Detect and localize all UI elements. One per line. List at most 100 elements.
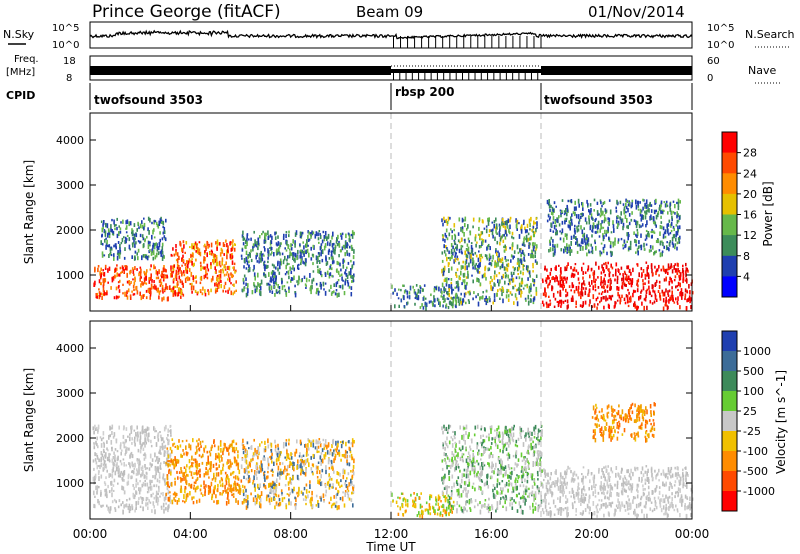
heatmap-cell [194,451,197,455]
heatmap-cell [501,221,503,226]
heatmap-cell [257,272,259,278]
heatmap-cell [149,268,152,271]
heatmap-cell [335,282,338,288]
heatmap-cell [342,279,344,282]
heatmap-cell [215,257,218,262]
heatmap-cell [281,285,284,291]
heatmap-cell [607,279,610,284]
heatmap-cell [173,497,175,501]
heatmap-cell [445,303,448,307]
heatmap-cell [151,248,153,254]
heatmap-cell [192,275,194,280]
heatmap-cell [573,289,576,294]
heatmap-cell [242,235,245,241]
heatmap-cell [103,481,106,484]
heatmap-cell [294,451,296,457]
heatmap-cell [560,283,563,288]
heatmap-cell [338,449,340,454]
heatmap-cell [111,447,113,450]
heatmap-cell [523,244,526,247]
heatmap-cell [610,263,612,268]
heatmap-cell [205,467,208,471]
heatmap-cell [320,452,323,455]
heatmap-cell [165,502,167,505]
heatmap-cell [475,295,477,299]
heatmap-cell [141,255,143,261]
heatmap-cell [594,225,597,229]
heatmap-cell [203,485,205,489]
heatmap-cell [646,288,649,291]
heatmap-cell [128,503,131,508]
heatmap-cell [514,293,517,298]
heatmap-cell [113,219,115,225]
heatmap-cell [175,277,178,281]
heatmap-cell [413,492,415,495]
heatmap-cell [228,483,230,487]
heatmap-cell [640,225,642,228]
heatmap-cell [116,226,118,231]
heatmap-cell [454,286,456,289]
heatmap-cell [174,493,177,498]
heatmap-cell [541,300,544,304]
heatmap-cell [664,203,667,208]
heatmap-cell [132,293,135,296]
heatmap-cell [545,292,547,297]
heatmap-cell [331,291,334,294]
heatmap-cell [449,216,451,220]
heatmap-cell [612,220,614,225]
heatmap-cell [331,243,334,248]
heatmap-cell [325,489,327,494]
heatmap-cell [665,299,667,304]
heatmap-cell [491,231,494,236]
heatmap-cell [224,489,226,492]
heatmap-cell [94,280,96,286]
heatmap-cell [311,496,313,502]
heatmap-cell [680,288,683,293]
heatmap-cell [316,256,319,259]
heatmap-cell [170,429,172,434]
heatmap-cell [217,445,220,451]
heatmap-cell [532,266,534,269]
heatmap-cell [344,449,347,454]
heatmap-cell [640,233,642,238]
heatmap-cell [119,266,122,270]
heatmap-cell [660,200,663,205]
heatmap-cell [208,476,210,479]
heatmap-cell [155,442,158,447]
heatmap-cell [578,221,580,225]
heatmap-cell [264,237,267,242]
heatmap-cell [669,202,671,207]
heatmap-cell [317,268,319,274]
heatmap-cell [346,485,349,491]
heatmap-cell [123,442,125,447]
heatmap-cell [219,440,222,444]
heatmap-cell [175,274,178,279]
heatmap-cell [327,233,330,239]
heatmap-cell [572,268,574,272]
heatmap-cell [670,229,673,233]
heatmap-cell [593,304,596,308]
heatmap-cell [676,272,678,275]
heatmap-cell [100,220,103,223]
heatmap-cell [424,301,427,306]
heatmap-cell [243,237,246,241]
heatmap-cell [422,297,425,301]
heatmap-cell [145,271,147,277]
heatmap-cell [195,469,198,475]
heatmap-cell [425,306,427,311]
heatmap-cell [106,290,108,293]
heatmap-cell [151,279,153,283]
heatmap-cell [106,469,108,473]
heatmap-cell [264,247,266,252]
heatmap-cell [418,511,420,515]
heatmap-cell [644,282,646,285]
heatmap-cell [259,483,261,488]
heatmap-cell [159,278,162,284]
heatmap-cell [531,431,533,436]
heatmap-cell [280,242,282,245]
heatmap-cell [297,283,299,286]
heatmap-cell [455,281,458,285]
heatmap-cell [677,225,679,229]
heatmap-cell [133,467,136,470]
heatmap-cell [179,279,182,284]
